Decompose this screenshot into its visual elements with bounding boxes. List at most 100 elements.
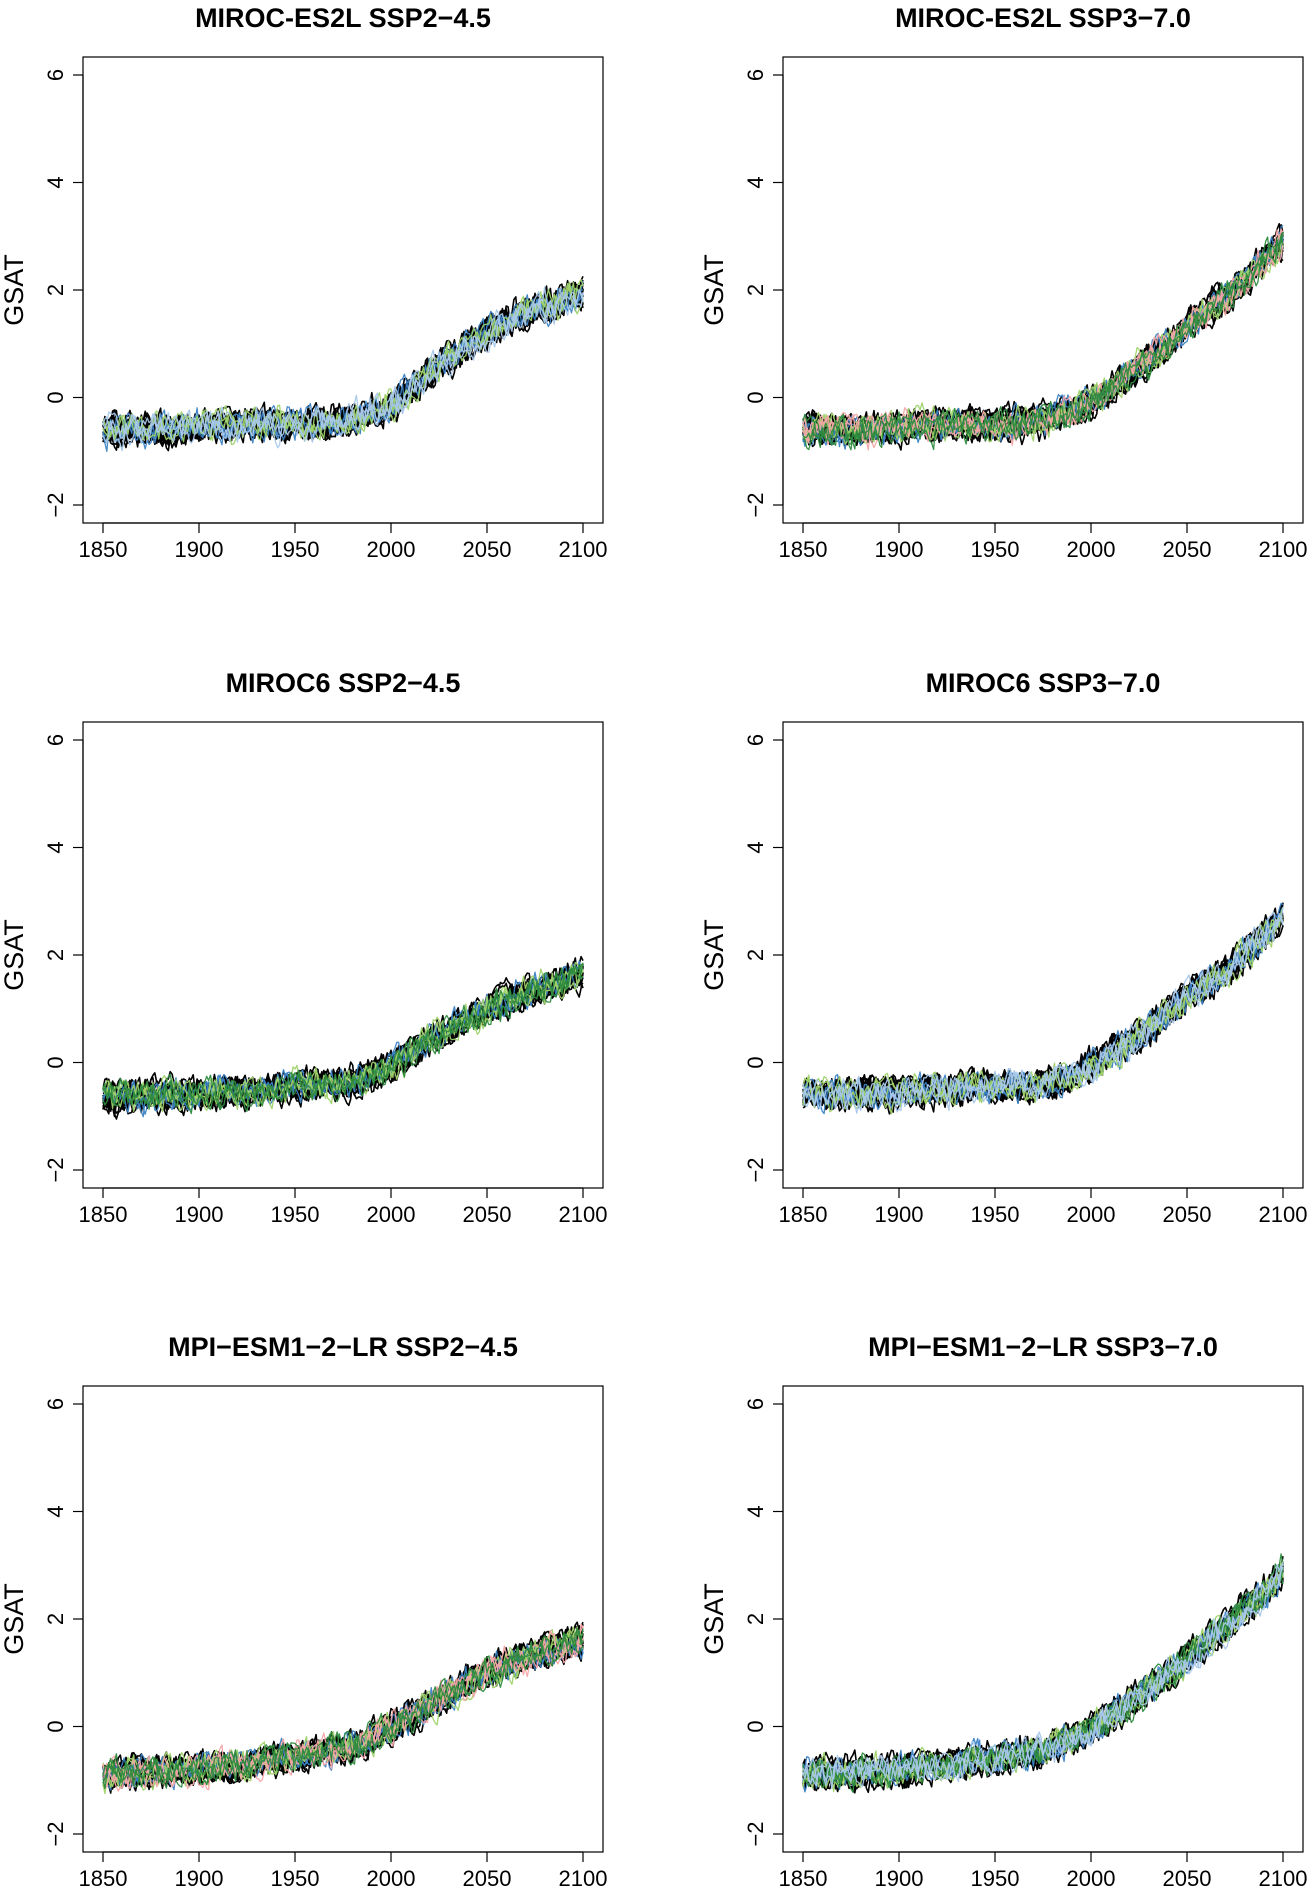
y-tick-label: 4 xyxy=(43,841,68,853)
x-tick-label: 2000 xyxy=(1067,1866,1116,1888)
x-tick-label: 2100 xyxy=(1259,1202,1308,1227)
x-tick-label: 2100 xyxy=(559,1202,608,1227)
y-axis-label: GSAT xyxy=(0,919,29,991)
x-tick-label: 2000 xyxy=(367,1866,416,1888)
series-line-5 xyxy=(802,231,1284,451)
x-tick-label: 2100 xyxy=(559,537,608,562)
y-tick-label: 2 xyxy=(743,284,768,296)
chart-title: MPI−ESM1−2−LR SSP3−7.0 xyxy=(868,1332,1218,1362)
chart-panel-1: MIROC-ES2L SSP2−4.5 1850 1900 1950 2000 2050 2… xyxy=(0,3,607,562)
x-tick-label: 1850 xyxy=(79,1866,128,1888)
y-tick-label: 0 xyxy=(43,1720,68,1732)
x-tick-label: 2050 xyxy=(1163,1866,1212,1888)
series-member-line xyxy=(802,911,1284,1110)
y-tick-label: 2 xyxy=(43,949,68,961)
y-tick-label: 0 xyxy=(743,1056,768,1068)
series-member-line xyxy=(802,1564,1284,1781)
chart-panel-4: MIROC6 SSP3−7.0 1850 1900 1950 2000 2050 2100 −… xyxy=(699,668,1307,1227)
x-tick-label: 2100 xyxy=(1259,537,1308,562)
x-tick-label: 1950 xyxy=(271,1202,320,1227)
y-tick-label: 0 xyxy=(43,391,68,403)
y-tick-label: 2 xyxy=(43,1613,68,1625)
y-tick-label: 4 xyxy=(743,176,768,188)
series-member-line xyxy=(802,231,1284,451)
y-tick-label: −2 xyxy=(43,492,68,517)
chart-panel-3: MIROC6 SSP2−4.5 1850 1900 1950 2000 2050 2100 −… xyxy=(0,668,607,1227)
chart-title: MIROC-ES2L SSP2−4.5 xyxy=(195,3,491,33)
x-tick-label: 1850 xyxy=(79,1202,128,1227)
x-tick-label: 1950 xyxy=(971,537,1020,562)
series-line-5 xyxy=(102,1627,584,1790)
series-member-line xyxy=(802,919,1284,1114)
y-tick-label: −2 xyxy=(43,1157,68,1182)
x-tick-label: 1900 xyxy=(875,1202,924,1227)
x-tick-label: 1900 xyxy=(875,1866,924,1888)
y-tick-label: −2 xyxy=(743,1157,768,1182)
y-axis-label: GSAT xyxy=(699,1583,729,1655)
series-member-line xyxy=(802,1564,1284,1789)
y-axis-label: GSAT xyxy=(699,919,729,991)
x-tick-label: 1950 xyxy=(271,1866,320,1888)
y-tick-label: 4 xyxy=(43,176,68,188)
series-member-line xyxy=(802,907,1284,1110)
x-tick-label: 1900 xyxy=(175,537,224,562)
chart-title: MPI−ESM1−2−LR SSP2−4.5 xyxy=(168,1332,518,1362)
series-member-line xyxy=(802,231,1284,451)
series-member-line xyxy=(102,1627,584,1790)
y-tick-label: −2 xyxy=(743,1821,768,1846)
x-tick-label: 2100 xyxy=(559,1866,608,1888)
y-tick-label: 6 xyxy=(743,69,768,81)
y-axis-label: GSAT xyxy=(0,1583,29,1655)
y-axis-label: GSAT xyxy=(0,254,29,326)
series-member-line xyxy=(102,281,584,442)
y-tick-label: 4 xyxy=(743,841,768,853)
x-tick-label: 2050 xyxy=(1163,1202,1212,1227)
y-tick-label: 4 xyxy=(43,1505,68,1517)
x-tick-label: 1850 xyxy=(79,537,128,562)
series-member-line xyxy=(102,962,584,1111)
series-line-3 xyxy=(802,1560,1284,1793)
series-line-5 xyxy=(802,1561,1284,1790)
x-tick-label: 1950 xyxy=(271,537,320,562)
x-tick-label: 1850 xyxy=(779,537,828,562)
series-line-4 xyxy=(102,286,584,452)
x-tick-label: 2000 xyxy=(367,1202,416,1227)
series-line-4 xyxy=(102,962,584,1115)
y-tick-label: 0 xyxy=(743,391,768,403)
x-tick-label: 2000 xyxy=(1067,537,1116,562)
x-tick-label: 1900 xyxy=(175,1202,224,1227)
y-axis-label: GSAT xyxy=(699,254,729,326)
x-tick-label: 1950 xyxy=(971,1866,1020,1888)
x-tick-label: 1900 xyxy=(175,1866,224,1888)
series-line-4 xyxy=(802,907,1284,1114)
x-tick-label: 2000 xyxy=(1067,1202,1116,1227)
y-tick-label: 2 xyxy=(743,949,768,961)
y-tick-label: 6 xyxy=(743,1398,768,1410)
y-tick-label: 2 xyxy=(743,1613,768,1625)
plot-frame xyxy=(82,56,604,524)
y-tick-label: 6 xyxy=(43,69,68,81)
y-tick-label: 0 xyxy=(743,1720,768,1732)
series-member-line xyxy=(802,1560,1284,1793)
x-tick-label: 1900 xyxy=(875,537,924,562)
x-tick-label: 1850 xyxy=(779,1202,828,1227)
chart-title: MIROC6 SSP3−7.0 xyxy=(926,668,1161,698)
y-tick-label: 6 xyxy=(743,734,768,746)
y-tick-label: 2 xyxy=(43,284,68,296)
x-tick-label: 1850 xyxy=(779,1866,828,1888)
x-tick-label: 2050 xyxy=(1163,537,1212,562)
x-tick-label: 2100 xyxy=(1259,1866,1308,1888)
plot-frame xyxy=(82,721,604,1189)
chart-title: MIROC6 SSP2−4.5 xyxy=(226,668,461,698)
y-tick-label: 4 xyxy=(743,1505,768,1517)
series-member-line xyxy=(102,287,584,449)
x-tick-label: 2050 xyxy=(463,1202,512,1227)
y-tick-label: −2 xyxy=(43,1821,68,1846)
chart-title: MIROC-ES2L SSP3−7.0 xyxy=(895,3,1191,33)
y-tick-label: 0 xyxy=(43,1056,68,1068)
x-tick-label: 2000 xyxy=(367,537,416,562)
x-tick-label: 2050 xyxy=(463,1866,512,1888)
